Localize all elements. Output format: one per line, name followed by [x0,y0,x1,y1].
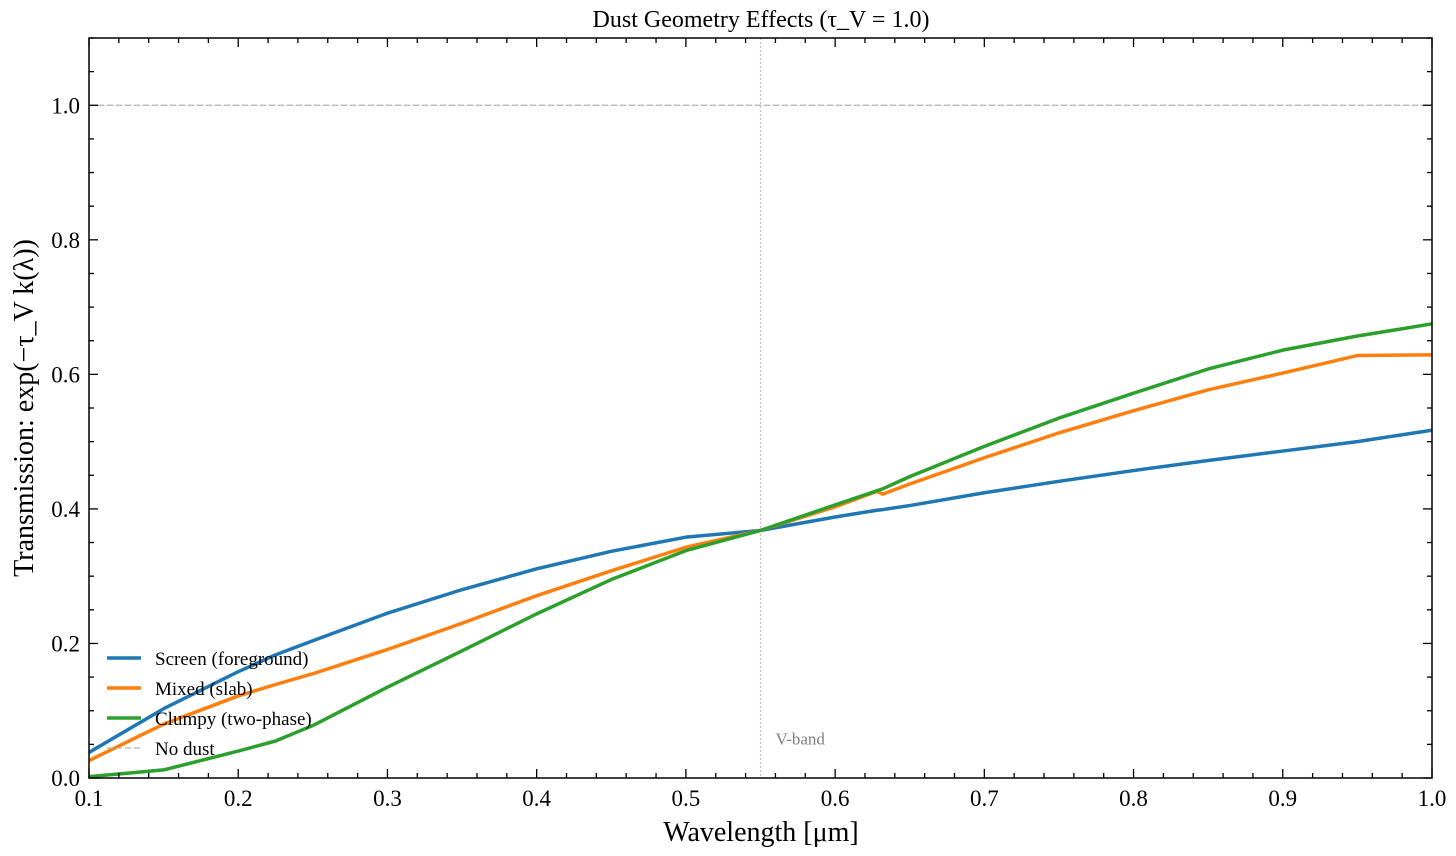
legend-label-2: Clumpy (two-phase) [155,709,312,730]
legend: Screen (foreground) Mixed (slab) Clumpy (t… [107,649,312,760]
x-tick-label: 0.3 [373,786,402,811]
y-tick-label: 0.6 [51,362,80,387]
x-tick-label: 0.1 [75,786,104,811]
y-tick-label: 0.0 [51,766,80,791]
x-tick-label: 0.9 [1268,786,1297,811]
x-axis-label: Wavelength [μm] [663,817,858,848]
v-band-label: V-band [776,729,826,748]
y-tick-label: 0.2 [51,631,80,656]
x-tick-label: 0.6 [821,786,850,811]
series-line-0 [89,428,1432,755]
legend-label-1: Mixed (slab) [155,679,253,700]
x-tick-label: 0.4 [522,786,551,811]
x-tick-label: 0.2 [224,786,253,811]
x-tick-label: 0.5 [672,786,701,811]
y-tick-label: 1.0 [51,93,80,118]
y-axis-label: Transmission: exp(−τ_V k(λ)) [9,239,40,577]
series-line-2 [89,322,1432,778]
plot-frame [88,37,1433,779]
y-tick-label: 0.4 [51,497,80,522]
x-tick-label: 0.8 [1119,786,1148,811]
legend-label-3: No dust [155,739,215,760]
y-tick-label: 0.8 [51,228,80,253]
chart-title: Dust Geometry Effects (τ_V = 1.0) [593,7,930,33]
x-tick-label: 0.7 [970,786,999,811]
legend-label-0: Screen (foreground) [155,649,309,670]
x-tick-label: 1.0 [1418,786,1447,811]
